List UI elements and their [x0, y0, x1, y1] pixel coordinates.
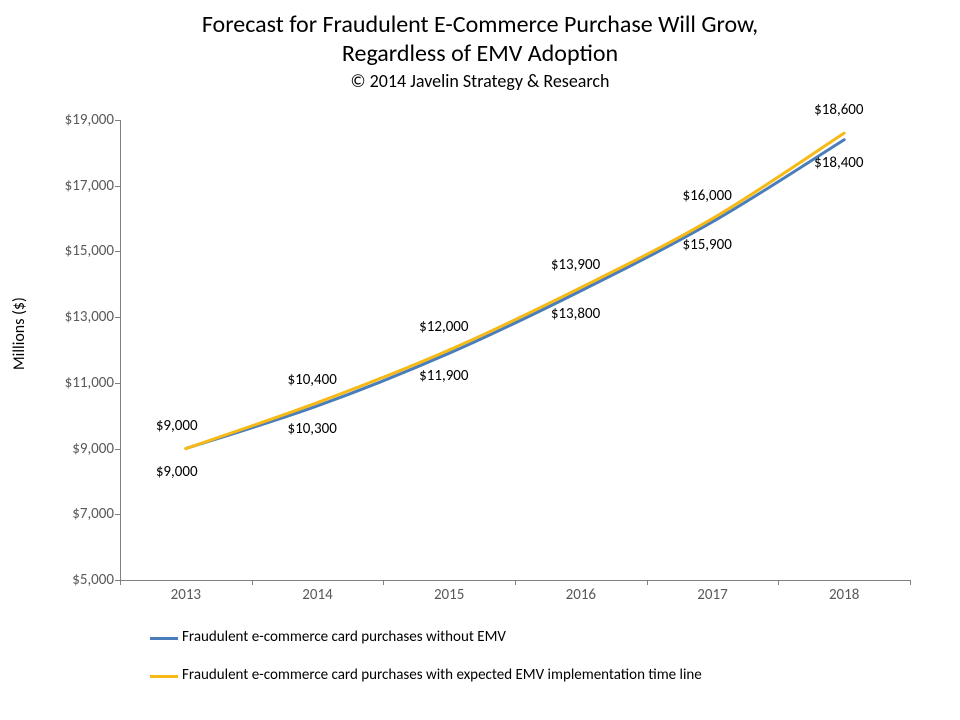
legend-item: Fraudulent e-commerce card purchases wit… [150, 666, 920, 686]
x-tick-label: 2013 [171, 586, 201, 604]
y-tick-mark [115, 514, 120, 515]
x-tick-label: 2015 [434, 586, 464, 604]
data-label: $11,900 [419, 367, 468, 385]
x-tick-label: 2018 [829, 586, 859, 604]
x-tick-mark [252, 580, 253, 585]
data-label: $18,400 [814, 154, 863, 172]
y-tick-label: $15,000 [65, 242, 114, 260]
legend-text: Fraudulent e-commerce card purchases wit… [182, 628, 506, 648]
x-tick-mark [778, 580, 779, 585]
data-label: $12,000 [419, 318, 468, 336]
y-tick-mark [115, 186, 120, 187]
y-tick-label: $17,000 [65, 177, 114, 195]
legend-swatch [150, 637, 178, 640]
chart-plot-area: $5,000$7,000$9,000$11,000$13,000$15,000$… [120, 120, 910, 580]
chart-legend: Fraudulent e-commerce card purchases wit… [150, 628, 920, 703]
data-label: $10,400 [288, 371, 337, 389]
x-tick-mark [647, 580, 648, 585]
data-label: $9,000 [156, 417, 198, 435]
data-label: $9,000 [156, 463, 198, 481]
chart-title-block: Forecast for Fraudulent E-Commerce Purch… [0, 10, 960, 92]
y-tick-label: $19,000 [65, 111, 114, 129]
data-label: $15,900 [683, 236, 732, 254]
y-tick-label: $5,000 [72, 571, 114, 589]
y-axis-line [120, 120, 121, 580]
x-tick-label: 2014 [302, 586, 332, 604]
x-tick-mark [120, 580, 121, 585]
y-tick-label: $11,000 [65, 374, 114, 392]
y-tick-mark [115, 383, 120, 384]
x-tick-label: 2016 [566, 586, 596, 604]
y-tick-mark [115, 317, 120, 318]
chart-title-line2: Regardless of EMV Adoption [0, 39, 960, 68]
data-label: $16,000 [683, 187, 732, 205]
y-tick-label: $13,000 [65, 308, 114, 326]
x-tick-label: 2017 [697, 586, 727, 604]
y-axis-title: Millions ($) [10, 297, 29, 370]
legend-item: Fraudulent e-commerce card purchases wit… [150, 628, 920, 648]
data-label: $13,900 [551, 256, 600, 274]
y-tick-label: $9,000 [72, 440, 114, 458]
y-tick-label: $7,000 [72, 505, 114, 523]
legend-swatch [150, 675, 178, 678]
data-label: $13,800 [551, 305, 600, 323]
chart-subtitle: © 2014 Javelin Strategy & Research [0, 70, 960, 92]
y-tick-mark [115, 251, 120, 252]
series-line [186, 140, 844, 449]
series-line [186, 133, 844, 448]
legend-text: Fraudulent e-commerce card purchases wit… [182, 666, 702, 686]
y-tick-mark [115, 449, 120, 450]
chart-title-line1: Forecast for Fraudulent E-Commerce Purch… [0, 10, 960, 39]
data-label: $10,300 [288, 420, 337, 438]
x-tick-mark [383, 580, 384, 585]
chart-lines-svg [120, 120, 910, 580]
y-tick-mark [115, 120, 120, 121]
x-tick-mark [515, 580, 516, 585]
data-label: $18,600 [814, 101, 863, 119]
x-tick-mark [910, 580, 911, 585]
